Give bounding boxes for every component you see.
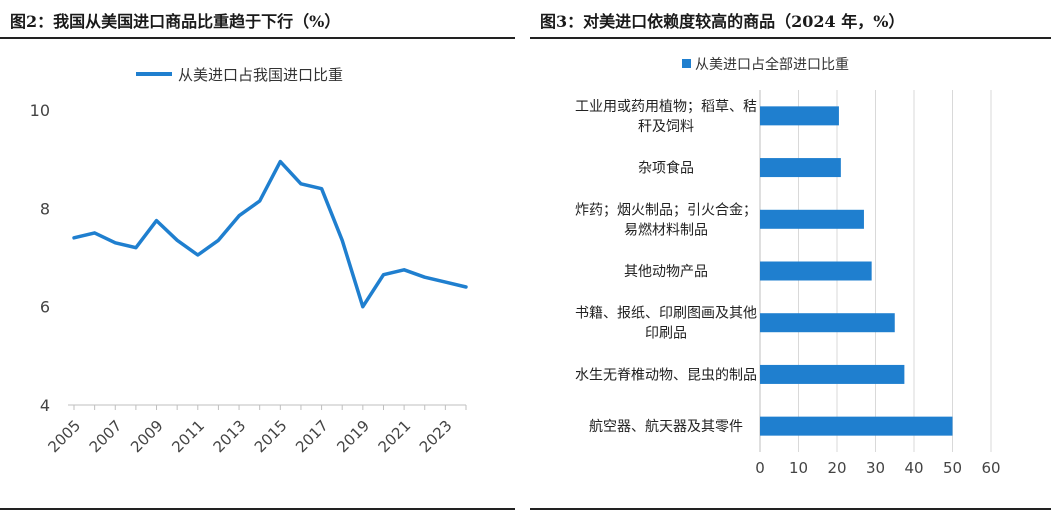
bar [760, 313, 895, 333]
bar-chart: 从美进口占全部进口比重 0 10 20 30 40 50 60 工业用或药用植物；稻草、秸秆及饲… [575, 56, 1001, 477]
category-label: 水生无脊椎动物、昆虫的制品 [575, 367, 757, 383]
category-label: 书籍、报纸、印刷图画及其他 [575, 305, 757, 322]
line-chart: 从美进口占我国进口比重 4 6 8 10 2005 2007 2009 2011 2013 2015… [30, 66, 468, 457]
category-label: 易燃材料制品 [624, 221, 708, 238]
y-tick-label: 4 [40, 396, 50, 415]
x-tick-label: 2009 [127, 417, 167, 457]
x-tick-label: 2007 [86, 417, 126, 457]
left-chart-title: 图2：我国从美国进口商品比重趋于下行（%） [10, 12, 341, 31]
legend-label: 从美进口占我国进口比重 [178, 66, 343, 84]
right-bottom-rule [530, 508, 1051, 510]
x-tick-label: 50 [943, 459, 962, 477]
category-label: 杂项食品 [638, 160, 694, 177]
left-bottom-rule [0, 508, 515, 510]
x-tick-label: 2023 [416, 417, 456, 457]
x-tick-label: 2019 [333, 417, 373, 457]
x-tick-label: 10 [789, 459, 808, 477]
category-label: 印刷品 [645, 326, 687, 342]
x-tick-label: 30 [866, 459, 885, 477]
bar [760, 364, 905, 384]
category-label: 工业用或药用植物；稻草、秸 [575, 99, 757, 115]
category-label: 秆及饲料 [638, 119, 694, 135]
x-tick-label: 2021 [375, 417, 415, 457]
x-tick-label: 0 [755, 459, 765, 477]
right-chart-panel: 图3：对美进口依赖度较高的商品（2024 年，%） 从美进口占全部进口比重 0 10… [530, 0, 1051, 518]
left-title-rule [0, 37, 515, 39]
right-title-rule [530, 37, 1051, 39]
bar [760, 106, 839, 126]
y-tick-label: 10 [30, 101, 50, 120]
x-tick-label: 60 [981, 459, 1000, 477]
x-tick-label: 2013 [210, 417, 250, 457]
category-label: 炸药；烟火制品；引火合金； [575, 202, 757, 218]
x-tick-label: 2015 [251, 417, 291, 457]
series-line [72, 159, 468, 309]
x-tick-label: 40 [904, 459, 923, 477]
legend-swatch [682, 59, 691, 68]
x-tick-label: 20 [827, 459, 846, 477]
legend-label: 从美进口占全部进口比重 [695, 56, 849, 73]
right-chart-title: 图3：对美进口依赖度较高的商品（2024 年，%） [540, 12, 905, 31]
category-label: 航空器、航天器及其零件 [589, 419, 743, 435]
bar [760, 416, 953, 436]
bar [760, 261, 872, 281]
left-chart-panel: 图2：我国从美国进口商品比重趋于下行（%） 从美进口占我国进口比重 4 6 8 10 20… [0, 0, 515, 518]
bar [760, 158, 841, 178]
y-tick-label: 6 [40, 298, 50, 317]
bar [760, 209, 864, 229]
x-tick-label: 2011 [168, 417, 208, 457]
x-tick-label: 2005 [45, 417, 85, 457]
x-tick-label: 2017 [292, 417, 332, 457]
y-tick-label: 8 [40, 199, 50, 218]
category-label: 其他动物产品 [624, 264, 708, 280]
